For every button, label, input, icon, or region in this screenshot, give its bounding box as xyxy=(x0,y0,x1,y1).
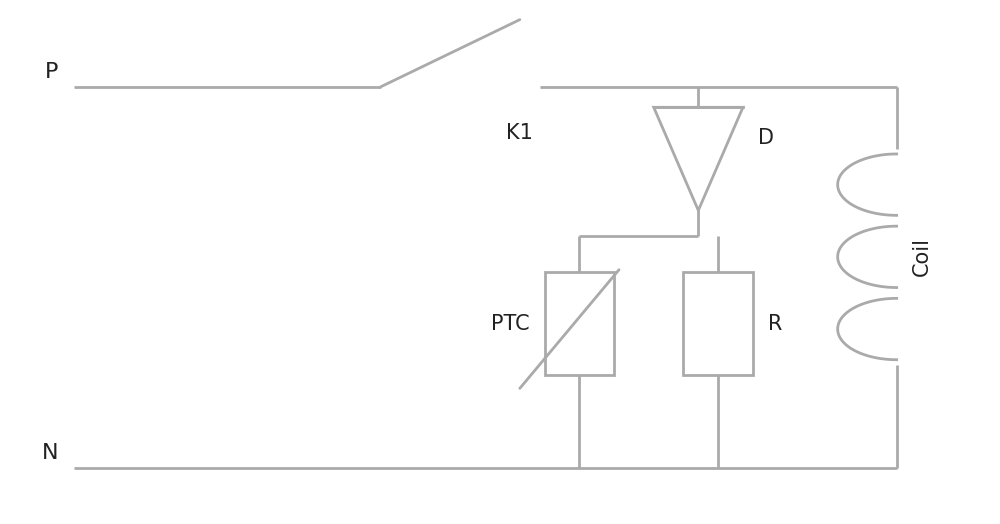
Text: R: R xyxy=(768,314,782,334)
Text: PTC: PTC xyxy=(491,314,530,334)
Text: D: D xyxy=(758,128,774,148)
Text: N: N xyxy=(42,443,59,463)
Bar xyxy=(545,272,614,376)
Text: P: P xyxy=(45,61,59,82)
Bar xyxy=(683,272,753,376)
Text: Coil: Coil xyxy=(912,237,932,276)
Text: K1: K1 xyxy=(506,123,533,143)
